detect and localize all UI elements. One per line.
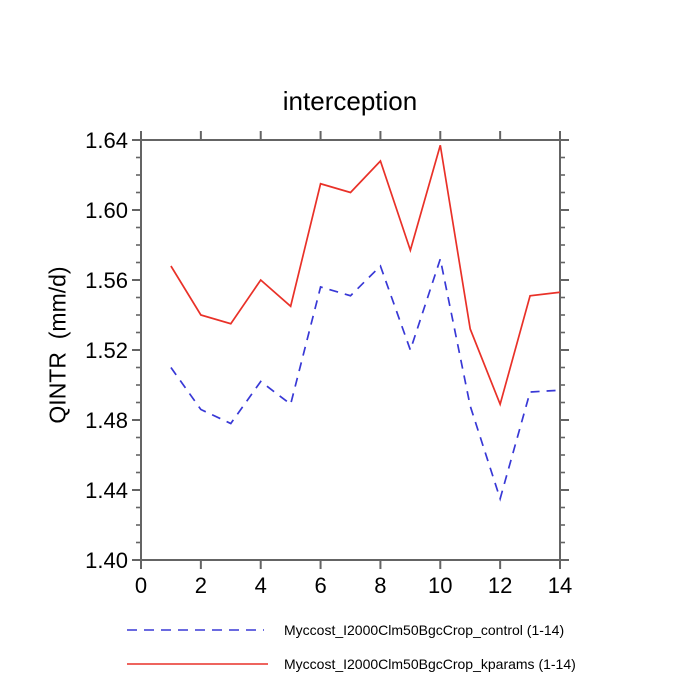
y-tick-label: 1.48: [85, 408, 128, 433]
y-tick-label: 1.56: [85, 268, 128, 293]
legend-label-kparams: Myccost_I2000Clm50BgcCrop_kparams (1-14): [284, 656, 576, 672]
legend-item-kparams: Myccost_I2000Clm50BgcCrop_kparams (1-14): [126, 651, 576, 677]
x-tick-label: 8: [374, 573, 386, 598]
series-line-0: [170, 255, 561, 502]
y-tick-label: 1.60: [85, 198, 128, 223]
legend-label-control: Myccost_I2000Clm50BgcCrop_control (1-14): [284, 622, 565, 638]
y-tick-label: 1.40: [85, 548, 128, 573]
x-tick-label: 12: [488, 573, 512, 598]
x-tick-label: 2: [195, 573, 207, 598]
x-tick-label: 10: [428, 573, 452, 598]
x-tick-label: 0: [135, 573, 147, 598]
legend-solid-line: [127, 663, 268, 665]
legend-dashed-line: [127, 629, 264, 631]
y-tick-label: 1.52: [85, 338, 128, 363]
y-tick-label: 1.44: [85, 478, 128, 503]
series-line-1: [170, 145, 561, 407]
x-tick-label: 4: [255, 573, 267, 598]
x-tick-label: 6: [314, 573, 326, 598]
y-tick-label: 1.64: [85, 128, 128, 153]
legend-item-control: Myccost_I2000Clm50BgcCrop_control (1-14): [126, 617, 564, 643]
plot-box: [140, 139, 561, 561]
chart-title: interception: [282, 86, 418, 116]
x-tick-label: 14: [548, 573, 572, 598]
